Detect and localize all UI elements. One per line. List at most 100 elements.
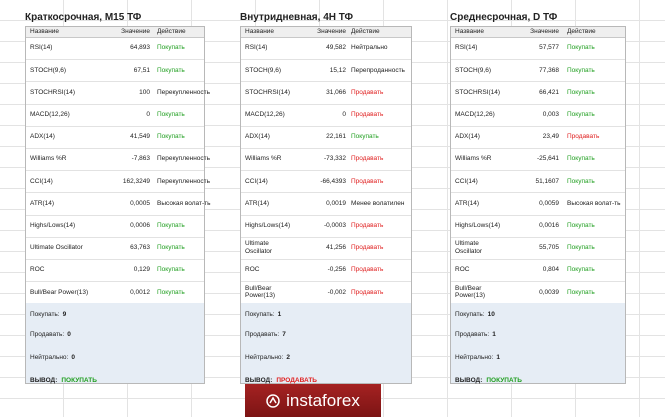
indicator-name: STOCH(9,6) — [245, 66, 281, 74]
indicator-value: 100 — [139, 88, 150, 96]
verdict: ПРОДАВАТЬ — [276, 377, 317, 385]
indicator-action: Продавать — [351, 221, 384, 229]
indicator-row: Ultimate Oscillator 55,705 Покупать — [451, 237, 625, 260]
indicator-row: MACD(12,26) 0,003 Покупать — [451, 104, 625, 127]
summary-count: 1 — [496, 354, 500, 362]
panel: Название Значение Действие RSI(14) 57,577 Пок… — [450, 26, 626, 384]
verdict-label: ВЫВОД: — [245, 377, 273, 385]
indicator-value: 0,0012 — [130, 288, 150, 296]
indicator-value: 0 — [342, 110, 346, 118]
indicator-row: Highs/Lows(14) 0,0006 Покупать — [26, 215, 204, 238]
summary-line: Нейтрально: 0 — [30, 354, 75, 361]
indicator-name: ROC — [455, 266, 470, 274]
summary-count: 1 — [492, 331, 496, 339]
summary-line: Нейтрально: 2 — [245, 354, 290, 361]
summary-line: Продавать: 0 — [30, 331, 71, 338]
summary: Покупать: 10 Продавать: 1 Нейтрально: 1 ВЫВОД:… — [451, 303, 625, 385]
summary-label: Продавать: — [30, 331, 65, 339]
indicator-value: 66,421 — [539, 88, 559, 96]
summary-line: Продавать: 7 — [245, 331, 286, 338]
indicator-value: 0,0039 — [539, 288, 559, 296]
indicator-row: Bull/Bear Power(13) 0,0039 Покупать — [451, 281, 625, 305]
indicator-action: Продавать — [351, 110, 384, 118]
indicator-value: 51,1607 — [535, 177, 560, 185]
indicator-action: Продавать — [351, 177, 384, 185]
indicator-row: STOCH(9,6) 15,12 Перепроданность — [241, 59, 411, 83]
indicator-name: STOCHRSI(14) — [455, 88, 501, 96]
indicator-row: Williams %R -25,641 Покупать — [451, 148, 625, 172]
header-action: Действие — [567, 28, 596, 36]
indicator-action: Продавать — [351, 266, 384, 274]
header-action: Действие — [157, 28, 186, 36]
watermark-text: instaforex — [286, 390, 360, 410]
summary-line: Нейтрально: 1 — [455, 354, 500, 361]
watermark: instaforex — [245, 384, 381, 417]
indicator-action: Покупать — [157, 66, 185, 74]
indicator-action: Покупать — [351, 133, 379, 141]
indicator-name: Highs/Lows(14) — [30, 221, 76, 229]
indicator-value: 77,368 — [539, 66, 559, 74]
indicator-action: Продавать — [567, 133, 600, 141]
indicator-name: Bull/Bear Power(13) — [455, 284, 485, 300]
summary-line: Покупать: 9 — [30, 311, 66, 318]
verdict: ПОКУПАТЬ — [486, 377, 522, 385]
indicator-name: CCI(14) — [455, 177, 478, 185]
indicator-name: Ultimate Oscillator — [30, 244, 83, 252]
indicator-row: Bull/Bear Power(13) 0,0012 Покупать — [26, 281, 204, 305]
verdict-line: ВЫВОД: ПРОДАВАТЬ — [245, 377, 317, 384]
indicator-row: STOCH(9,6) 67,51 Покупать — [26, 59, 204, 83]
indicator-action: Покупать — [567, 177, 595, 185]
indicator-row: ATR(14) 0,0005 Высокая волат-ть — [26, 192, 211, 216]
indicator-action: Покупать — [157, 44, 185, 52]
indicator-value: -25,641 — [536, 155, 559, 163]
indicator-value: 64,893 — [130, 44, 150, 52]
verdict-label: ВЫВОД: — [30, 377, 58, 385]
indicator-action: Покупать — [567, 88, 595, 96]
summary: Покупать: 9 Продавать: 0 Нейтрально: 0 ВЫВОД: П… — [26, 303, 204, 385]
indicator-row: Williams %R -7,863 Перекупленность — [26, 148, 210, 172]
indicator-value: 162,3249 — [122, 177, 150, 185]
indicator-name: Bull/Bear Power(13) — [245, 284, 275, 300]
indicator-action: Покупать — [157, 244, 185, 252]
indicator-action: Покупать — [157, 288, 185, 296]
indicator-name: CCI(14) — [30, 177, 53, 185]
summary-label: Покупать: — [455, 311, 485, 319]
indicator-row: Highs/Lows(14) -0,0003 Продавать — [241, 215, 411, 238]
indicator-action: Перекупленность — [157, 155, 211, 163]
panel: Название Значение Действие RSI(14) 64,893 Пок… — [25, 26, 211, 385]
header-value: Значение — [317, 28, 346, 36]
indicator-action: Покупать — [567, 110, 595, 118]
summary-label: Покупать: — [30, 311, 60, 319]
indicator-action: Нейтрально — [351, 44, 388, 52]
indicator-value: -0,0003 — [323, 221, 346, 229]
indicator-action: Продавать — [351, 88, 384, 96]
header-row: Название Значение Действие — [26, 27, 204, 38]
indicator-row: ROC 0,804 Покупать — [451, 259, 625, 283]
indicator-row: CCI(14) -66,4393 Продавать — [241, 170, 411, 194]
indicator-value: 0,129 — [133, 266, 150, 274]
panel-title: Внутридневная, 4H ТФ — [240, 12, 354, 23]
summary-label: Продавать: — [245, 331, 280, 339]
summary-label: Покупать: — [245, 311, 275, 319]
indicator-name: ROC — [30, 266, 45, 274]
indicator-row: STOCHRSI(14) 66,421 Покупать — [451, 81, 625, 105]
indicator-value: -0,002 — [327, 288, 346, 296]
indicator-name: Williams %R — [455, 155, 492, 163]
indicator-name: ADX(14) — [245, 133, 270, 141]
indicator-row: RSI(14) 49,582 Нейтрально — [241, 37, 411, 61]
indicator-row: Highs/Lows(14) 0,0016 Покупать — [451, 215, 625, 238]
panel-title: Среднесрочная, D ТФ — [450, 12, 558, 23]
indicator-value: 0,804 — [542, 266, 559, 274]
indicator-row: CCI(14) 51,1607 Покупать — [451, 170, 625, 194]
panel-title: Краткосрочная, M15 ТФ — [25, 12, 142, 23]
indicator-action: Перекупленность — [157, 177, 211, 185]
indicator-name: STOCHRSI(14) — [245, 88, 291, 96]
summary-line: Продавать: 1 — [455, 331, 496, 338]
indicator-action: Покупать — [157, 221, 185, 229]
summary-count: 0 — [67, 331, 71, 339]
indicator-value: 67,51 — [133, 66, 150, 74]
indicator-row: Ultimate Oscillator 63,763 Покупать — [26, 237, 204, 260]
summary-count: 9 — [62, 311, 67, 319]
indicator-row: RSI(14) 57,577 Покупать — [451, 37, 625, 61]
header-name: Название — [245, 28, 275, 36]
